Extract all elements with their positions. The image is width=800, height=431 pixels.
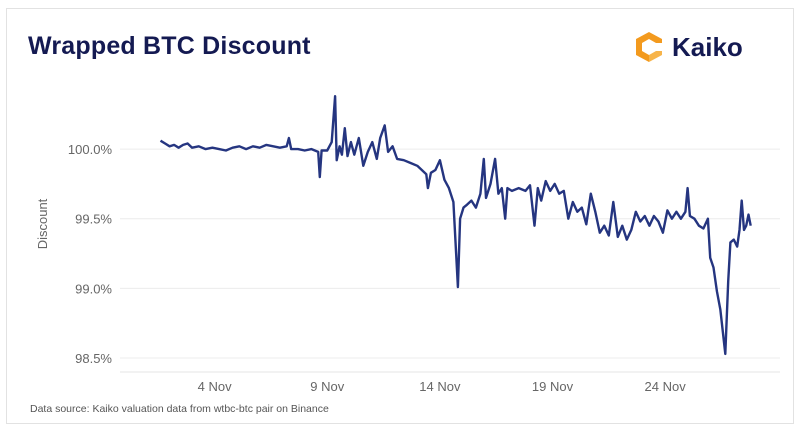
y-tick-label: 98.5% <box>75 351 112 366</box>
chart-title: Wrapped BTC Discount <box>28 32 311 60</box>
y-tick-label: 100.0% <box>68 142 113 157</box>
chart-card <box>6 8 794 424</box>
x-tick-label: 24 Nov <box>645 379 687 394</box>
kaiko-logo: Kaiko <box>632 30 743 64</box>
y-tick-label: 99.5% <box>75 212 112 227</box>
kaiko-logo-icon <box>636 32 662 62</box>
x-tick-label: 9 Nov <box>310 379 344 394</box>
x-tick-label: 14 Nov <box>419 379 461 394</box>
x-tick-label: 4 Nov <box>198 379 232 394</box>
logo-text: Kaiko <box>672 31 743 62</box>
y-tick-label: 99.0% <box>75 281 112 296</box>
series-line <box>159 95 752 356</box>
y-axis-label: Discount <box>35 198 50 249</box>
x-tick-label: 19 Nov <box>532 379 574 394</box>
data-source-note: Data source: Kaiko valuation data from w… <box>30 403 329 415</box>
